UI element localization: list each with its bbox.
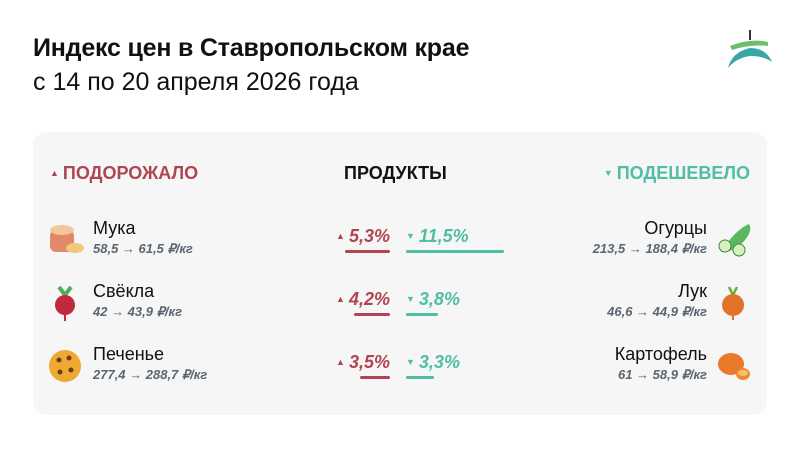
- product-name: Мука: [93, 218, 136, 238]
- pct-down-value: 11,5%: [418, 226, 469, 246]
- pct-down: ▼ 3,8%: [406, 289, 460, 310]
- product-price: 277,4 → 288,7 ₽/кг: [93, 367, 208, 382]
- bar-up: [354, 313, 390, 316]
- cookie-icon: [49, 350, 81, 382]
- pct-up: ▲ 5,3%: [336, 226, 390, 247]
- product-price: 61 → 58,9 ₽/кг: [617, 367, 707, 382]
- header-products: ПРОДУКТЫ: [344, 163, 447, 183]
- product-down-2: Картофель 61 → 58,9 ₽/кг: [507, 344, 767, 383]
- product-price: 58,5 → 61,5 ₽/кг: [93, 241, 193, 256]
- pct-up: ▲ 4,2%: [336, 289, 390, 310]
- pct-up-value: 3,5%: [348, 352, 390, 372]
- product-up-0: Мука 58,5 → 61,5 ₽/кг: [33, 218, 293, 257]
- pct-up-value: 4,2%: [348, 289, 390, 309]
- product-name: Печенье: [93, 344, 165, 364]
- potato-icon: [718, 353, 750, 380]
- pct-down-value: 3,8%: [418, 289, 460, 309]
- pct-up: ▲ 3,5%: [336, 352, 390, 373]
- down-triangle-icon: ▼: [406, 357, 415, 367]
- cucumber-icon: [718, 224, 751, 257]
- pct-up-value: 5,3%: [348, 226, 390, 246]
- product-down-0: Огурцы 213,5 → 188,4 ₽/кг: [507, 218, 767, 257]
- down-triangle-icon: ▼: [406, 294, 415, 304]
- product-up-1: Свёкла 42 → 43,9 ₽/кг: [33, 281, 293, 321]
- down-triangle-icon: ▼: [406, 231, 415, 241]
- product-name: Огурцы: [644, 218, 707, 238]
- flour-icon: [50, 225, 84, 253]
- price-panel: [33, 132, 767, 415]
- up-triangle-icon: ▲: [50, 168, 59, 178]
- up-triangle-icon: ▲: [336, 357, 345, 367]
- up-triangle-icon: ▲: [336, 231, 345, 241]
- down-triangle-icon: ▼: [603, 168, 613, 178]
- header-down: ▼ ПОДЕШЕВЕЛО: [604, 163, 750, 184]
- product-name: Картофель: [614, 344, 707, 364]
- header-up-label: ПОДОРОЖАЛО: [62, 163, 199, 183]
- pct-down: ▼ 11,5%: [406, 226, 469, 247]
- product-price: 213,5 → 188,4 ₽/кг: [592, 241, 707, 256]
- bar-down: [406, 313, 439, 316]
- product-up-2: Печенье 277,4 → 288,7 ₽/кг: [33, 344, 293, 383]
- pct-down-value: 3,3%: [418, 352, 460, 372]
- onion-icon: [722, 286, 744, 320]
- page-subtitle: с 14 по 20 апреля 2026 года: [33, 68, 359, 96]
- bar-down: [406, 250, 504, 253]
- pct-down: ▼ 3,3%: [406, 352, 460, 373]
- beet-icon: [55, 285, 75, 321]
- product-price: 46,6 → 44,9 ₽/кг: [607, 304, 707, 319]
- product-price: 42 → 43,9 ₽/кг: [93, 304, 183, 319]
- stavropol-logo-icon: [728, 30, 772, 68]
- bar-down: [406, 376, 435, 379]
- product-name: Лук: [678, 281, 707, 301]
- header-up: ▲ ПОДОРОЖАЛО: [50, 163, 198, 184]
- product-down-1: Лук 46,6 → 44,9 ₽/кг: [507, 281, 767, 320]
- product-name: Свёкла: [93, 281, 155, 301]
- header-down-label: ПОДЕШЕВЕЛО: [616, 163, 750, 183]
- bar-up: [360, 376, 390, 379]
- page-title: Индекс цен в Ставропольском крае: [33, 34, 470, 62]
- bar-up: [344, 250, 390, 253]
- up-triangle-icon: ▲: [336, 294, 345, 304]
